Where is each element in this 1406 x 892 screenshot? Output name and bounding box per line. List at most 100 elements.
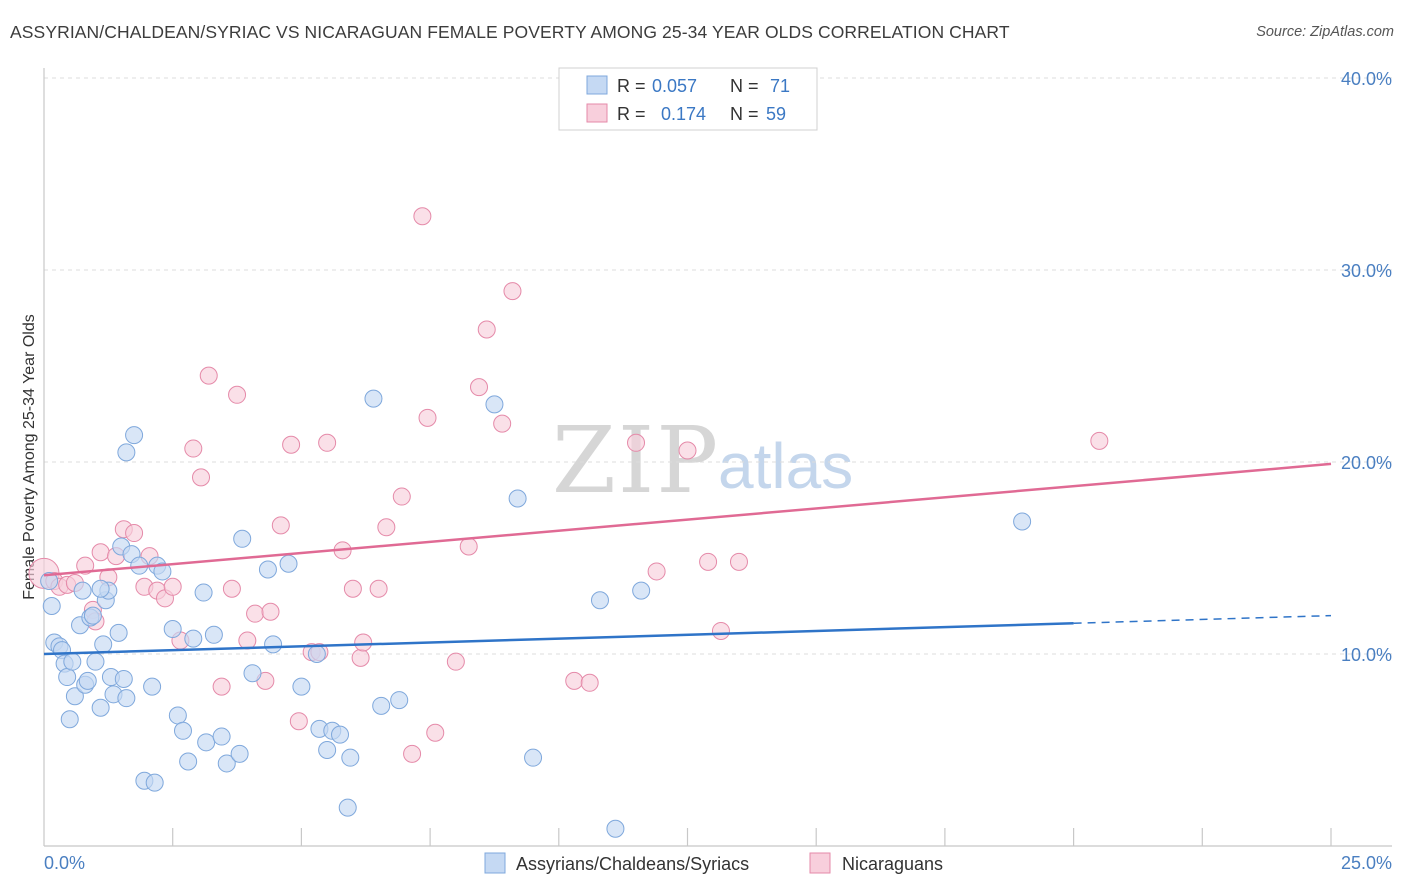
assyrians-point [109,623,128,642]
assyrians-point [279,554,298,573]
assyrians-point [508,489,527,508]
nicaraguans-point [343,579,362,598]
legend-blue-swatch [586,75,608,95]
y-tick-label: 20.0% [1341,453,1392,473]
x-tick-label-min: 0.0% [44,853,85,873]
nicaraguans-point [271,516,290,535]
legend-n-value-blue: 71 [770,76,790,96]
assyrians-point [390,691,409,710]
nicaraguans-point [403,744,422,763]
assyrians-point [264,635,283,654]
bottom-legend-pink-swatch [809,852,831,874]
assyrians-point [204,625,223,644]
nicaraguans-point [228,385,247,404]
nicaraguans-point [199,366,218,385]
assyrians-point [65,687,84,706]
assyrians-trend-line [43,622,1074,656]
nicaraguans-point [282,435,301,454]
y-tick-label: 30.0% [1341,261,1392,281]
assyrians-point [331,725,350,744]
trend-lines [43,462,1332,656]
nicaraguans-point [1090,431,1109,450]
axes [43,68,1392,847]
nicaraguans-point [446,652,465,671]
assyrians-point [60,710,79,729]
assyrians-point [91,579,110,598]
nicaraguans-point [729,552,748,571]
nicaraguans-point [678,441,697,460]
nicaraguans-point [354,633,373,652]
assyrians-point [63,652,82,671]
nicaraguans-point [369,579,388,598]
legend-n-value-pink: 59 [766,104,786,124]
nicaraguans-point [351,648,370,667]
assyrians-point [168,706,187,725]
assyrians-point [42,597,61,615]
nicaraguans-point [565,671,584,690]
legend-r-value-pink: 0.174 [661,104,706,124]
assyrians-point [372,696,391,715]
legend-n-label-blue: N = [730,76,759,96]
assyrians-point [78,671,97,690]
source-credit: Source: ZipAtlas.com [1256,24,1394,40]
assyrians-point [485,395,504,414]
nicaraguans-point [418,408,437,427]
assyrians-point [114,669,133,688]
assyrians-point [524,748,543,767]
assyrians-point [83,606,102,625]
nicaraguans-point [470,378,489,397]
assyrians-point [606,819,625,838]
assyrians-point [364,389,383,408]
assyrians-point [163,620,182,639]
bottom-legend-label-nicaraguans: Nicaraguans [842,854,943,874]
assyrians-point [230,744,249,763]
assyrians-point [86,652,105,671]
chart-title: ASSYRIAN/CHALDEAN/SYRIAC VS NICARAGUAN F… [10,22,1010,42]
watermark-atlas: atlas [718,430,853,502]
assyrians-point [258,560,277,579]
legend-r-value-blue: 0.057 [652,76,697,96]
nicaraguans-point [413,207,432,226]
nicaraguans-point [125,524,144,543]
legend-pink-swatch [586,103,608,123]
assyrians-point [125,426,144,445]
gridlines [44,77,1392,655]
assyrians-point [117,689,136,708]
assyrians-point [117,443,136,462]
assyrians-point [194,583,213,602]
assyrians-point [94,635,113,654]
y-tick-labels: 10.0% 20.0% 30.0% 40.0% [1341,69,1392,665]
nicaraguans-point [76,556,95,575]
nicaraguans-point [477,320,496,339]
nicaraguans-trend-line [43,462,1332,577]
nicaraguans-point [377,518,396,537]
nicaraguans-point [699,552,718,571]
assyrians-point [173,721,192,740]
legend-n-label-pink: N = [730,104,759,124]
x-tick-label-max: 25.0% [1341,853,1392,873]
assyrians-point [318,741,337,759]
assyrians-point [338,798,357,817]
assyrians-point [212,727,231,746]
assyrians-point [153,562,172,581]
nicaraguans-point [580,673,599,692]
nicaraguans-point [627,433,646,452]
nicaraguans-point [318,433,337,452]
assyrians-point [179,752,198,771]
assyrians-point [197,733,216,752]
assyrians-point [243,664,262,683]
y-axis-title: Female Poverty Among 25-34 Year Olds [21,314,38,600]
correlation-legend: R = 0.057 N = 71 R = 0.174 N = 59 [558,67,818,131]
assyrians-trend-extension [1073,614,1332,625]
legend-r-label-blue: R = [617,76,646,96]
series-legend: Assyrians/Chaldeans/Syriacs Nicaraguans [484,852,943,874]
assyrians-point [40,572,59,591]
nicaraguans-point [261,602,280,621]
bottom-legend-label-assyrians: Assyrians/Chaldeans/Syriacs [516,854,749,874]
assyrians-point [341,748,360,767]
nicaraguans-point [711,621,730,640]
nicaraguans-point [503,282,522,301]
assyrians-point [143,677,162,696]
assyrians-point [590,591,609,610]
